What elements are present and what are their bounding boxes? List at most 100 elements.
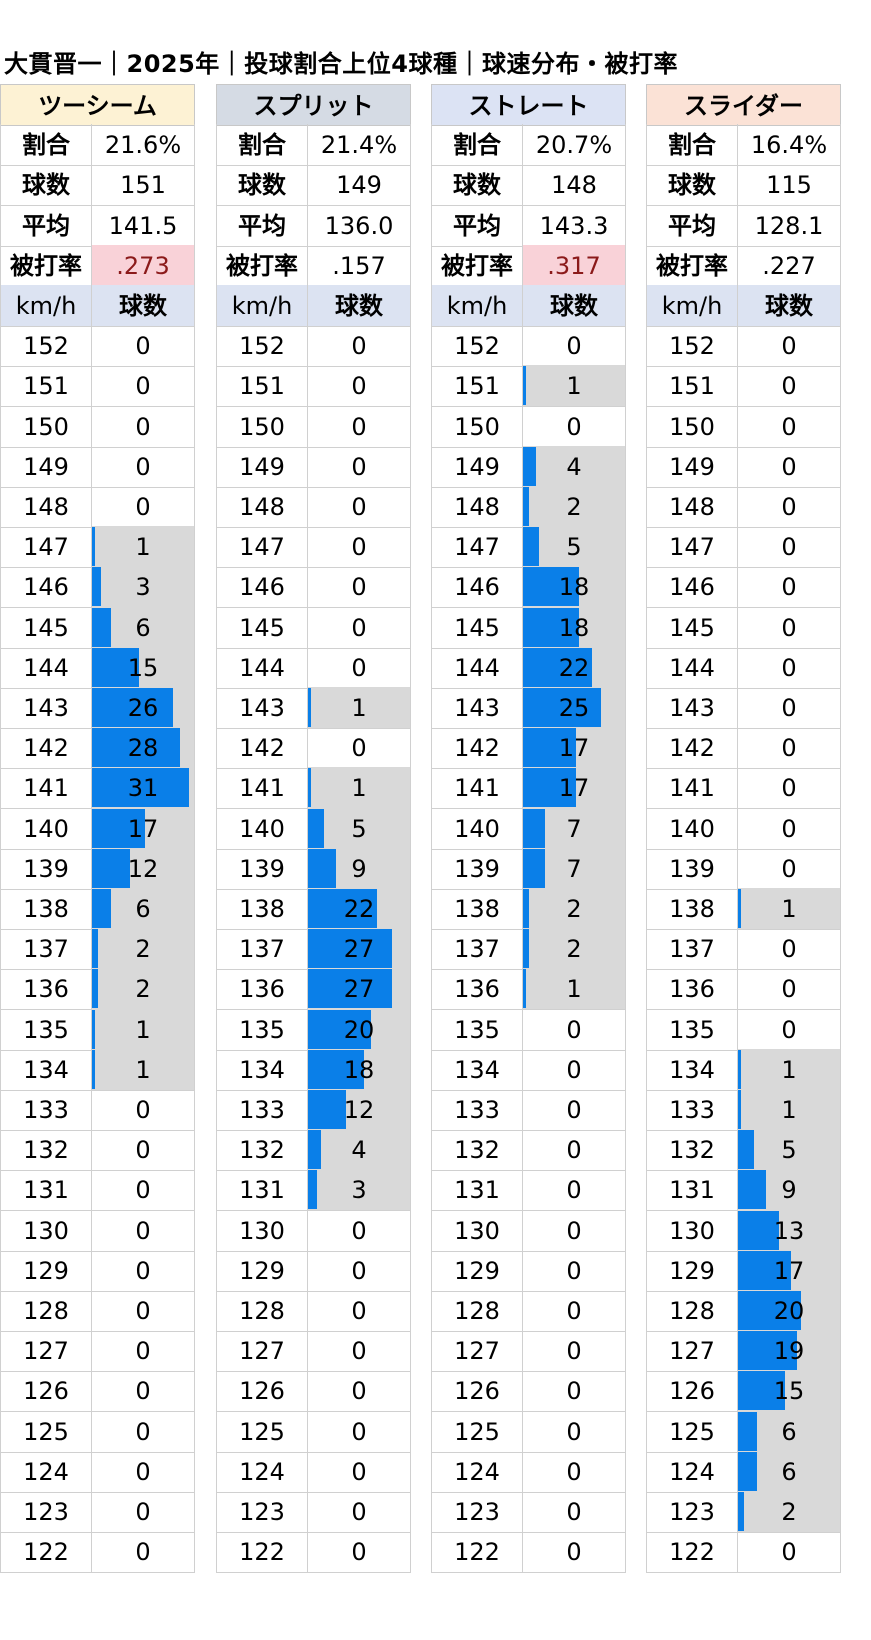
bar (738, 1411, 757, 1451)
speed-label: 135 (646, 1008, 738, 1051)
speed-row: 150 0 (216, 405, 411, 448)
count-cell: 12 (92, 847, 195, 890)
speed-row: 139 0 (646, 847, 841, 890)
speed-label: 144 (0, 646, 92, 689)
count-value: 2 (135, 935, 151, 964)
bar (92, 688, 174, 727)
speed-row: 136 2 (0, 968, 195, 1011)
speed-row: 139 12 (0, 847, 195, 890)
count-cell: 0 (523, 1450, 626, 1493)
count-cell: 0 (523, 405, 626, 448)
count-cell: 22 (308, 888, 411, 930)
speed-row: 132 4 (216, 1129, 411, 1172)
speed-label: 140 (431, 807, 523, 850)
count-cell: 0 (738, 566, 841, 609)
speed-row: 142 17 (431, 727, 626, 770)
bar (738, 1049, 742, 1089)
speed-row: 135 0 (431, 1008, 626, 1051)
count-cell: 1 (523, 968, 626, 1011)
count-cell: 27 (308, 968, 411, 1011)
speed-row: 137 2 (431, 928, 626, 971)
count-value: 0 (566, 1136, 582, 1165)
stat-label: 球数 (0, 164, 92, 207)
speed-label: 128 (216, 1290, 308, 1332)
count-cell: 0 (308, 1370, 411, 1413)
stat-value: 136.0 (308, 204, 411, 247)
count-cell: 0 (92, 405, 195, 448)
speed-label: 135 (0, 1008, 92, 1051)
count-value: 2 (566, 935, 582, 964)
count-cell: 0 (738, 807, 841, 850)
speed-row: 152 0 (646, 325, 841, 368)
speed-row: 151 0 (646, 365, 841, 408)
stat-value: 143.3 (523, 204, 626, 247)
stat-value: 128.1 (738, 204, 841, 247)
count-cell: 0 (738, 405, 841, 448)
speed-row: 125 6 (646, 1410, 841, 1453)
count-cell: 0 (92, 1491, 195, 1533)
speed-row: 142 0 (646, 727, 841, 770)
count-value: 0 (351, 1297, 367, 1325)
count-cell: 1 (523, 365, 626, 408)
speed-label: 123 (0, 1491, 92, 1533)
page-title: 大貫晋一｜2025年｜投球割合上位4球種｜球速分布・被打率 (4, 50, 678, 78)
speed-row: 136 1 (431, 968, 626, 1011)
speed-label: 129 (431, 1249, 523, 1292)
bar (92, 527, 96, 567)
bar-background (523, 445, 625, 487)
bar-background (308, 767, 410, 809)
count-cell: 0 (308, 1249, 411, 1292)
pitch-name: ストレート (431, 84, 626, 126)
speed-row: 133 1 (646, 1089, 841, 1131)
count-cell: 17 (738, 1249, 841, 1292)
stat-label: 割合 (0, 124, 92, 167)
count-cell: 0 (92, 1330, 195, 1373)
speed-label: 122 (646, 1531, 738, 1574)
count-cell: 0 (523, 1129, 626, 1172)
speed-label: 124 (216, 1450, 308, 1493)
speed-row: 137 0 (646, 928, 841, 971)
count-value: 0 (566, 1297, 582, 1325)
count-value: 5 (781, 1136, 797, 1165)
speed-row: 131 3 (216, 1169, 411, 1212)
speed-label: 150 (216, 405, 308, 448)
count-value: 18 (558, 613, 590, 642)
bar-background (308, 687, 410, 728)
speed-label: 139 (431, 847, 523, 890)
count-value: 0 (135, 452, 151, 481)
speed-row: 141 0 (646, 767, 841, 810)
speed-label: 130 (216, 1209, 308, 1252)
bar (523, 487, 530, 526)
stat-row-ratio: 割合 21.6% (0, 124, 195, 167)
count-value: 1 (351, 694, 367, 722)
count-cell: 0 (308, 486, 411, 528)
bar-background (92, 526, 194, 568)
speed-label: 148 (216, 486, 308, 528)
speed-label: 143 (0, 687, 92, 729)
stat-label: 被打率 (431, 244, 523, 287)
bar (308, 688, 312, 727)
count-value: 0 (135, 1337, 151, 1366)
count-cell: 0 (738, 445, 841, 488)
count-value: 0 (135, 1538, 151, 1567)
bar (738, 1291, 801, 1330)
count-value: 0 (781, 734, 797, 763)
speed-row: 126 0 (0, 1370, 195, 1413)
bar (92, 567, 102, 607)
bar (308, 889, 377, 928)
speed-label: 129 (0, 1249, 92, 1292)
stat-value: .157 (308, 244, 411, 287)
speed-label: 150 (0, 405, 92, 448)
speed-row: 131 9 (646, 1169, 841, 1212)
bar-background (92, 566, 194, 608)
count-value: 17 (558, 774, 590, 803)
count-cell: 0 (308, 325, 411, 368)
speed-row: 127 19 (646, 1330, 841, 1373)
stat-value: 20.7% (523, 124, 626, 167)
speed-label: 147 (646, 526, 738, 569)
speed-label: 125 (0, 1410, 92, 1453)
count-value: 22 (558, 653, 590, 682)
bar (738, 1371, 785, 1411)
count-cell: 0 (308, 566, 411, 609)
speed-row: 144 22 (431, 646, 626, 689)
